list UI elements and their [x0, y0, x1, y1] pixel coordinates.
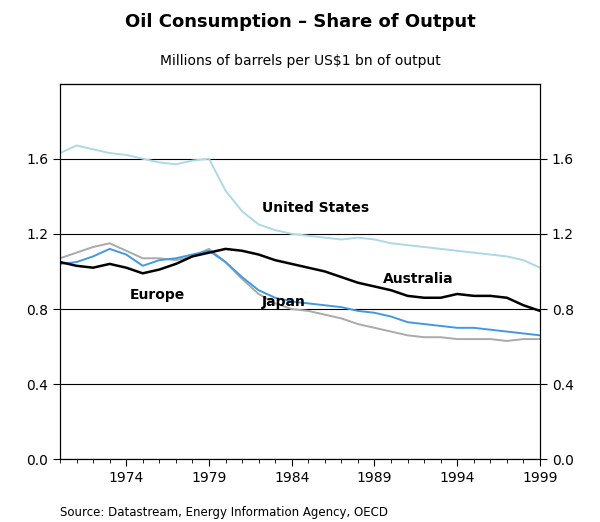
Text: Australia: Australia: [383, 272, 454, 287]
Text: Source: Datastream, Energy Information Agency, OECD: Source: Datastream, Energy Information A…: [60, 506, 388, 519]
Text: Japan: Japan: [262, 295, 306, 309]
Text: Europe: Europe: [130, 288, 185, 302]
Text: Oil Consumption – Share of Output: Oil Consumption – Share of Output: [125, 14, 475, 31]
Text: Millions of barrels per US$1 bn of output: Millions of barrels per US$1 bn of outpu…: [160, 54, 440, 68]
Text: United States: United States: [262, 201, 369, 215]
